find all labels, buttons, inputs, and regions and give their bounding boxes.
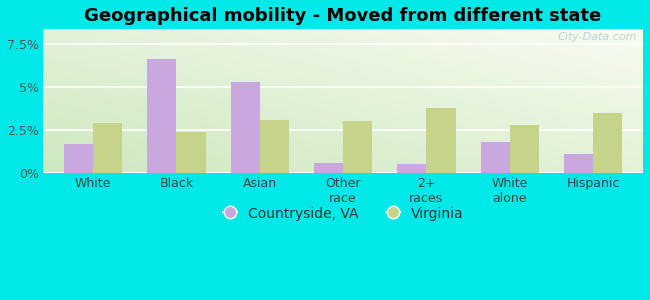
Bar	[564, 154, 593, 173]
Text: City-Data.com: City-Data.com	[558, 32, 637, 42]
Bar	[231, 82, 260, 173]
Bar	[176, 132, 205, 173]
Bar	[148, 59, 176, 173]
Bar	[593, 113, 622, 173]
Bar	[343, 121, 372, 173]
Bar	[64, 144, 93, 173]
Bar	[480, 142, 510, 173]
Bar	[510, 125, 539, 173]
Bar	[426, 107, 456, 173]
Legend: Countryside, VA, Virginia: Countryside, VA, Virginia	[217, 201, 469, 226]
Bar	[260, 120, 289, 173]
Bar	[397, 164, 426, 173]
Bar	[314, 163, 343, 173]
Title: Geographical mobility - Moved from different state: Geographical mobility - Moved from diffe…	[84, 7, 602, 25]
Bar	[93, 123, 122, 173]
